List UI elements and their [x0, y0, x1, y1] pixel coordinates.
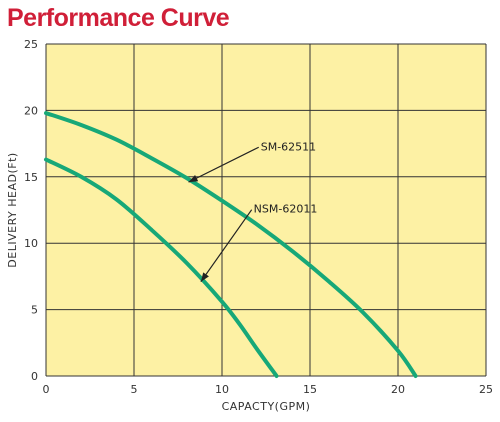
annotation-arrowhead	[200, 272, 209, 282]
annotation-label: NSM-62011	[254, 203, 318, 216]
x-tick-label: 15	[303, 383, 317, 396]
x-tick-label: 25	[479, 383, 493, 396]
curves	[44, 111, 418, 378]
curve-series-1	[44, 111, 418, 378]
chart-title: Performance Curve	[7, 4, 230, 32]
y-tick-labels: 0 5 10 15 20 25	[24, 38, 38, 383]
curve-series-2	[44, 157, 279, 378]
y-axis-label: DELIVERY HEAD(Ft)	[6, 152, 19, 267]
x-axis-label: CAPACTY(GPM)	[222, 400, 311, 413]
x-tick-label: 5	[131, 383, 138, 396]
y-tick-label: 10	[24, 237, 38, 250]
plot-area	[46, 44, 486, 376]
x-tick-label: 0	[43, 383, 50, 396]
y-tick-label: 15	[24, 171, 38, 184]
annotation-label: SM-62511	[261, 140, 316, 153]
annotations: SM-62511 NSM-62011	[188, 140, 318, 283]
grid-lines	[45, 43, 487, 377]
annotation-leader	[200, 209, 253, 283]
x-tick-labels: 0 5 10 15 20 25	[43, 383, 494, 396]
annotation-leader	[188, 146, 259, 183]
annotation-arrowhead	[188, 174, 199, 183]
y-tick-label: 25	[24, 38, 38, 51]
y-tick-label: 5	[31, 304, 38, 317]
x-tick-label: 20	[391, 383, 405, 396]
x-tick-label: 10	[215, 383, 229, 396]
y-tick-label: 0	[31, 370, 38, 383]
y-tick-label: 20	[24, 104, 38, 117]
